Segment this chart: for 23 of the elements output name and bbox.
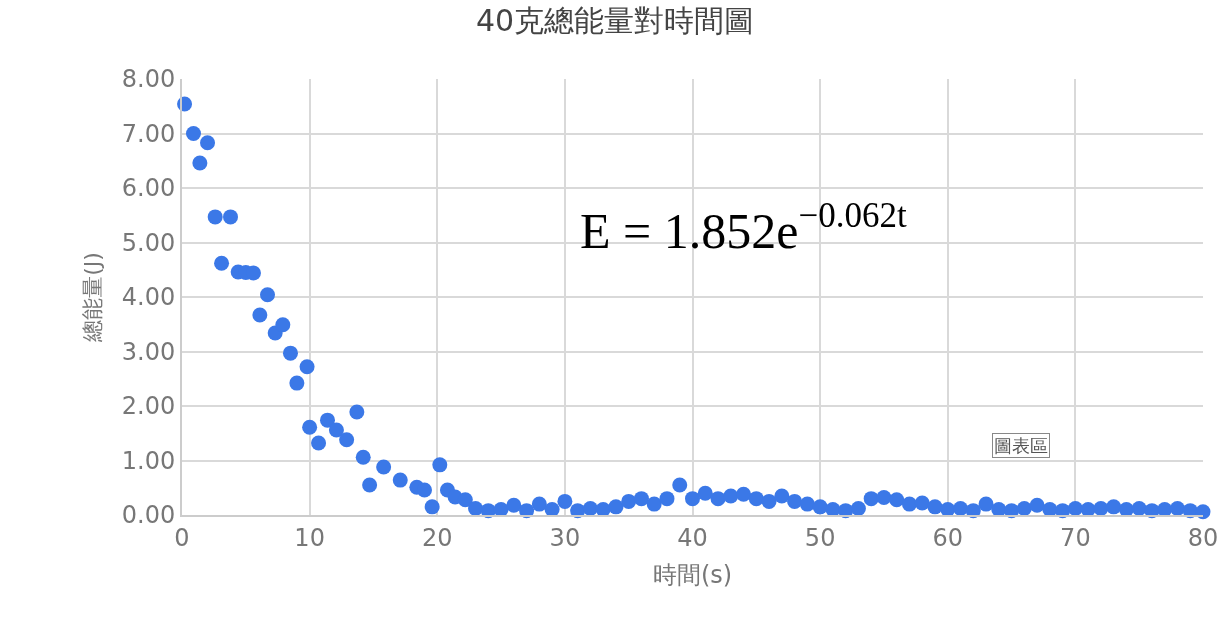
x-tick-label: 80	[1187, 523, 1219, 552]
x-tick-label: 50	[804, 523, 836, 552]
y-tick-label: 1.00	[121, 446, 176, 475]
x-tick-label: 70	[1060, 523, 1091, 552]
x-tick-label: 60	[932, 523, 964, 552]
y-tick-label: 2.00	[121, 392, 176, 421]
y-tick-label: 6.00	[121, 174, 176, 203]
y-tick-label: 5.00	[121, 228, 176, 257]
x-tick-label: 30	[549, 523, 581, 552]
x-tick-label: 20	[421, 523, 453, 552]
y-tick-label: 7.00	[121, 119, 176, 148]
y-tick-label: 0.00	[121, 501, 176, 530]
x-tick-label: 10	[294, 523, 325, 552]
annotation: E = 1.852e$^{−0.062t}$	[580, 196, 907, 259]
y-tick-label: 8.00	[121, 65, 176, 94]
y-tick-label: 4.00	[121, 283, 176, 312]
y-axis-title: 總能量(J)	[80, 252, 106, 343]
y-tick-label: 3.00	[121, 337, 176, 366]
x-tick-label: 40	[677, 523, 708, 552]
annotation: 圖表區	[994, 435, 1048, 456]
chart-title: 40克總能量對時間圖	[475, 2, 755, 38]
x-tick-label: 0	[174, 523, 190, 552]
x-axis-title: 時間(s)	[652, 560, 733, 589]
